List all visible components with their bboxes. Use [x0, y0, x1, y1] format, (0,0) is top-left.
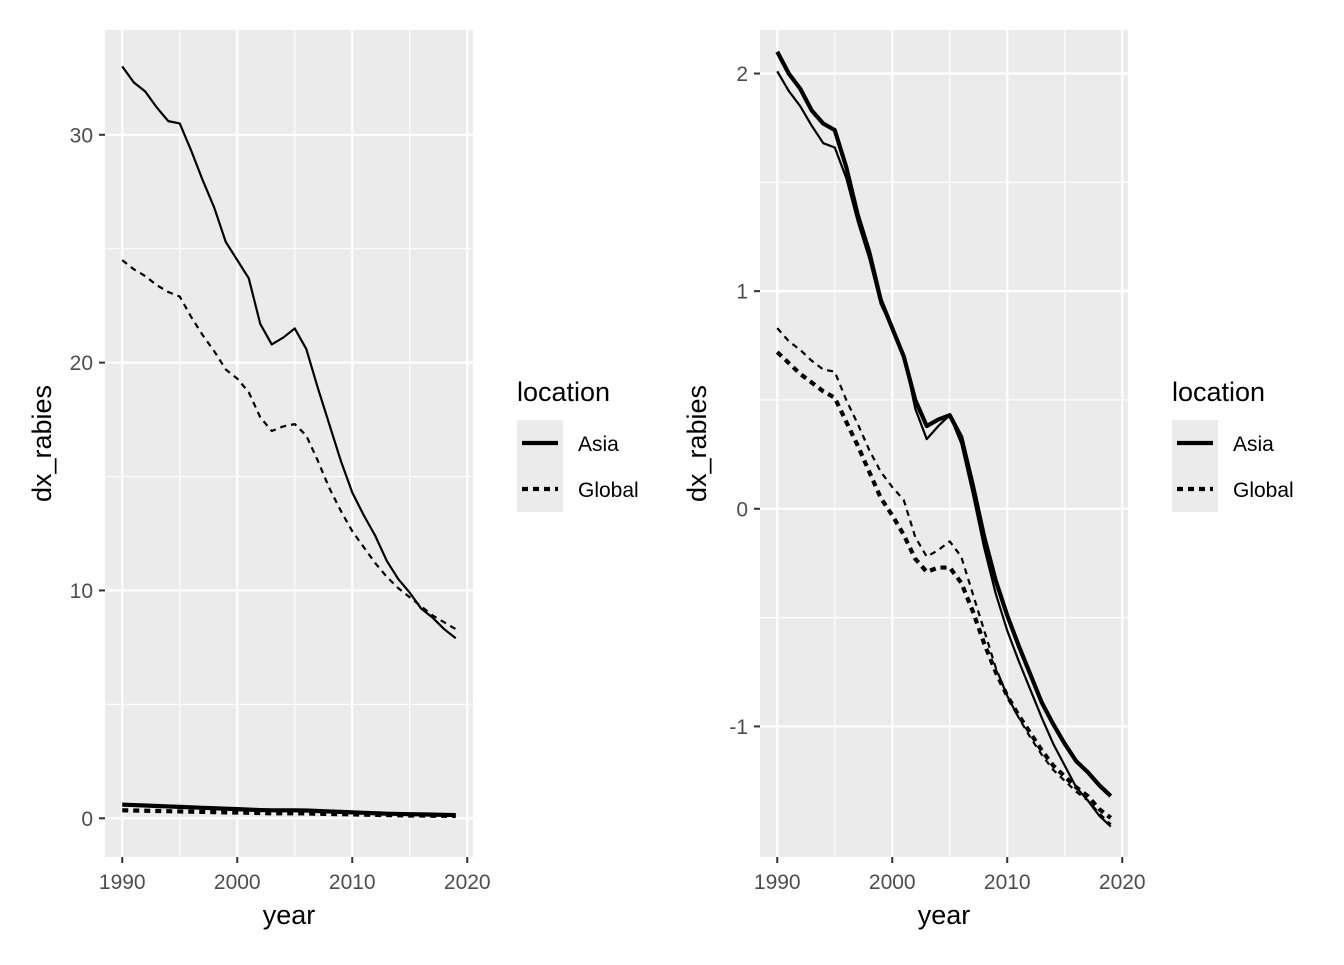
right-minor-gridlines [760, 30, 1128, 857]
x-tick-label: 2020 [444, 871, 491, 894]
left-series-lines [121, 65, 457, 819]
right-plot-background [760, 30, 1128, 857]
left-legend-label-asia: Asia [578, 433, 619, 456]
right-major-gridlines [760, 30, 1128, 857]
x-tick-label: 2000 [869, 871, 916, 894]
right-legend-title: location [1172, 377, 1265, 407]
y-tick-label: 30 [70, 124, 93, 147]
x-tick-label: 2010 [984, 871, 1031, 894]
series-line-asia-thick [775, 50, 1113, 798]
right-y-axis-title: dx_rabies [682, 385, 712, 502]
series-line-global-thin [776, 327, 1112, 826]
left-major-gridlines [105, 30, 473, 857]
left-y-axis-title: dx_rabies [27, 385, 57, 502]
y-tick-label: 10 [70, 580, 93, 603]
y-tick-label: 2 [736, 63, 748, 86]
series-line-global-thick [122, 808, 456, 819]
y-tick-label: 20 [70, 352, 93, 375]
x-tick-label: 2020 [1099, 871, 1146, 894]
x-tick-label: 1990 [99, 871, 146, 894]
right-chart-panel: 1990 2000 2010 2020 -1 0 1 2 year dx_rabies lo… [682, 30, 1294, 930]
series-line-global-thick [775, 350, 1113, 820]
left-legend-title: location [517, 377, 610, 407]
left-y-axis: 0 10 20 30 [70, 124, 105, 831]
y-tick-label: -1 [729, 716, 748, 739]
series-line-asia-thin [121, 65, 457, 640]
right-x-axis-title: year [918, 900, 971, 930]
right-legend-label-asia: Asia [1233, 433, 1274, 456]
left-legend-label-global: Global [578, 479, 639, 502]
series-line-global-thin [121, 259, 457, 631]
right-x-axis: 1990 2000 2010 2020 [754, 857, 1146, 894]
x-tick-label: 2000 [214, 871, 261, 894]
left-legend: location Asia Global [517, 377, 639, 512]
right-series-lines [775, 50, 1113, 828]
right-legend-label-global: Global [1233, 479, 1294, 502]
left-minor-gridlines [105, 30, 473, 857]
left-x-axis-title: year [263, 900, 316, 930]
right-legend: location Asia Global [1172, 377, 1294, 512]
y-tick-label: 0 [81, 808, 93, 831]
x-tick-label: 2010 [329, 871, 376, 894]
series-line-asia-thin [776, 70, 1112, 828]
y-tick-label: 1 [736, 281, 748, 304]
right-y-axis: -1 0 1 2 [729, 63, 760, 739]
y-tick-label: 0 [736, 498, 748, 521]
x-tick-label: 1990 [754, 871, 801, 894]
left-x-axis: 1990 2000 2010 2020 [99, 857, 491, 894]
left-plot-background [105, 30, 473, 857]
